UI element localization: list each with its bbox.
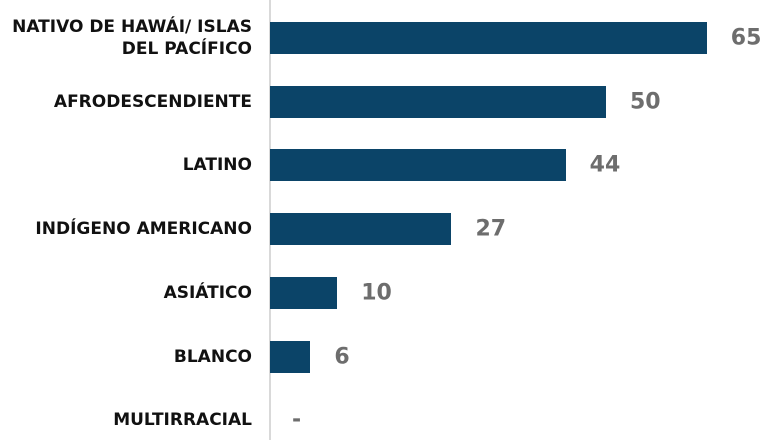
- category-label: MULTIRRACIAL: [113, 410, 252, 431]
- category-label: INDÍGENO AMERICANO: [35, 219, 252, 240]
- bar: [270, 213, 452, 246]
- category-label: NATIVO DE HAWÁI/ ISLAS DEL PACÍFICO: [12, 17, 252, 59]
- category-label: ASIÁTICO: [163, 282, 252, 303]
- bar: [270, 22, 707, 54]
- value-label: 10: [361, 280, 392, 306]
- value-label: -: [292, 407, 302, 433]
- value-label: 65: [730, 25, 762, 51]
- value-label: 27: [475, 216, 507, 242]
- value-label: 50: [630, 89, 661, 115]
- category-label: LATINO: [182, 155, 252, 176]
- bar: [270, 276, 338, 309]
- category-label: AFRODESCENDIENTE: [53, 91, 252, 112]
- bar: [270, 85, 606, 118]
- bar: [270, 340, 311, 373]
- value-label: 44: [589, 152, 621, 178]
- category-label: BLANCO: [173, 346, 252, 367]
- value-label: 6: [334, 344, 350, 369]
- bar: [270, 149, 566, 182]
